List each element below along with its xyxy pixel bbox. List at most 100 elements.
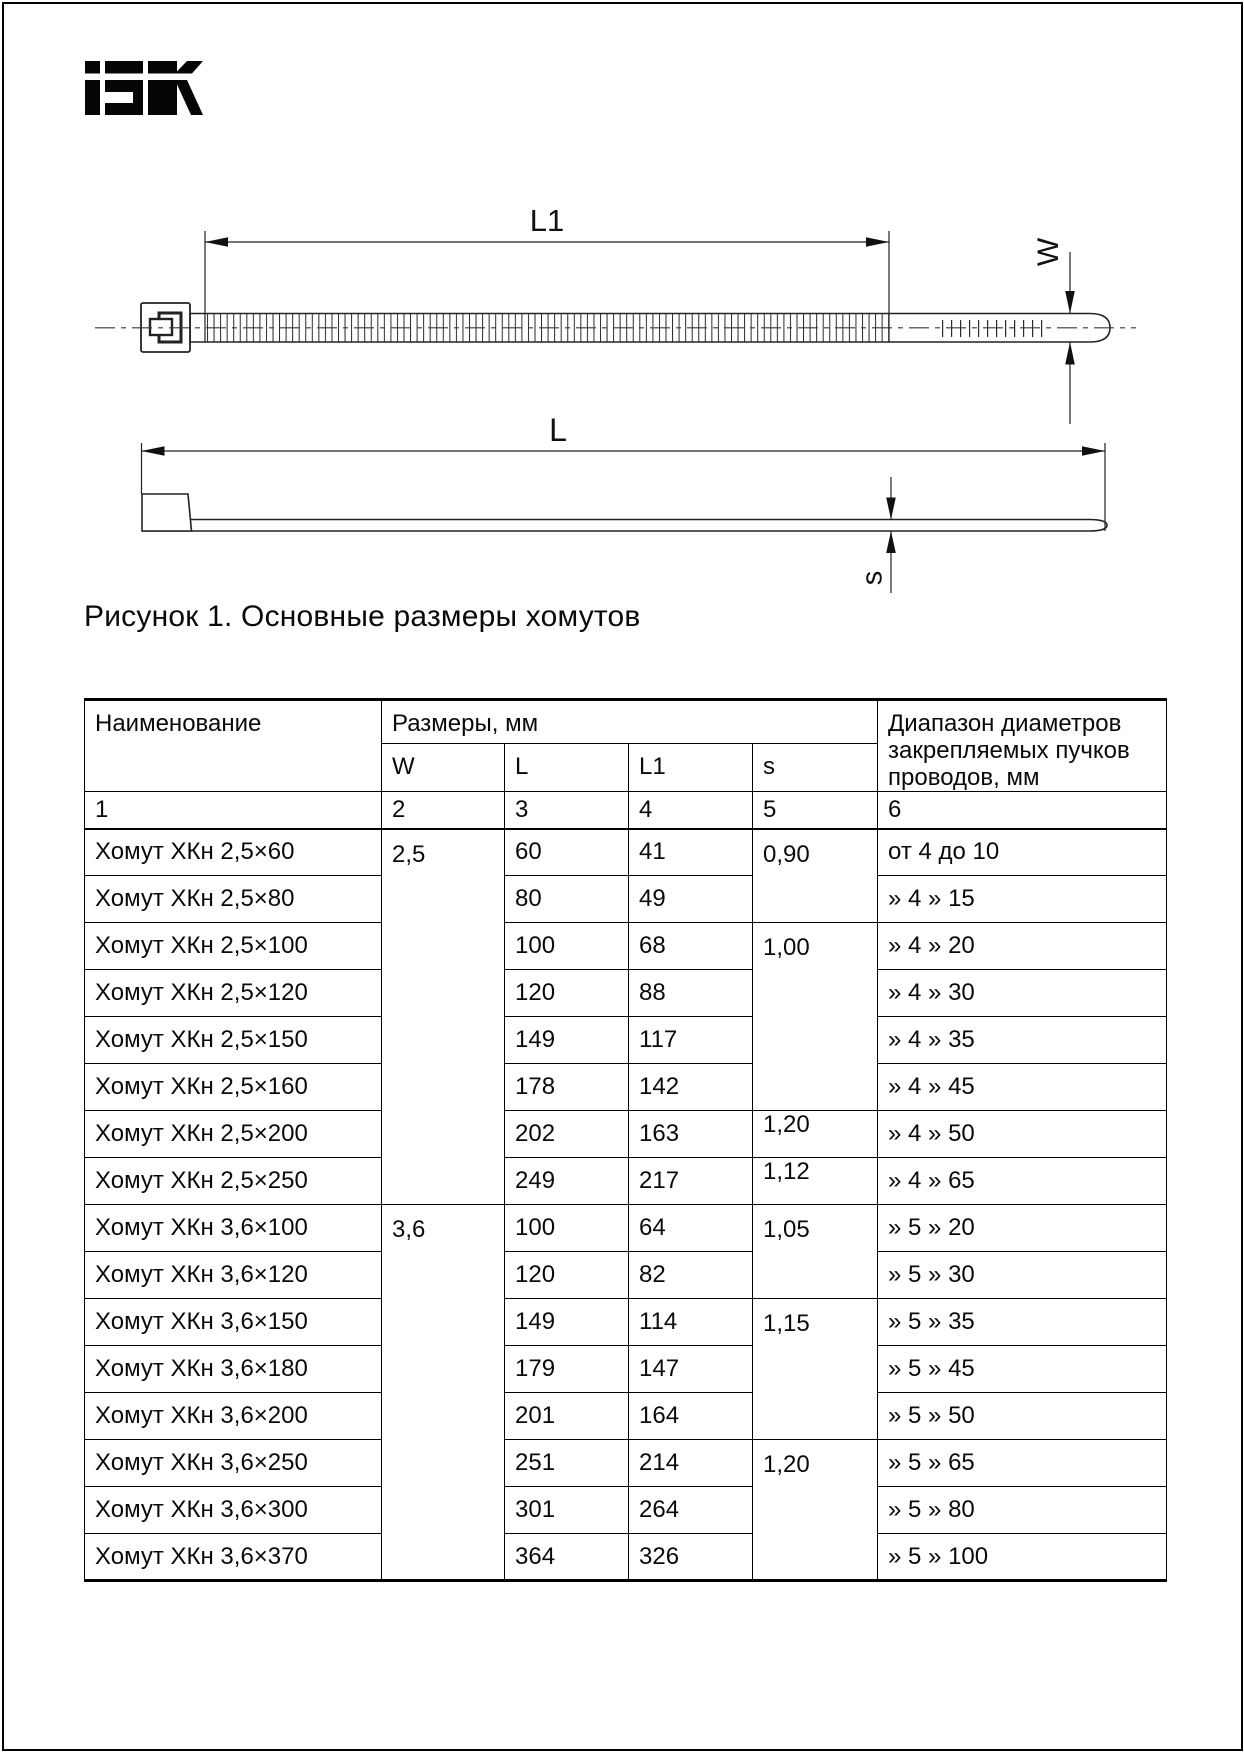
col-header-w: W xyxy=(381,742,505,793)
table-row: Хомут ХКн 3,6×150 149 114 1,15» 5 » 35 xyxy=(84,1298,1168,1440)
col-number: 5 xyxy=(751,791,879,830)
cell-range: » 5 » 30 xyxy=(877,1251,1168,1299)
col-header-range: Диапазон диаметров закрепляемых пучков п… xyxy=(877,699,1168,792)
cell-l: 120 xyxy=(504,1251,629,1299)
dimension-l1 xyxy=(204,231,890,342)
dimension-l xyxy=(140,443,1106,531)
cell-name: Хомут ХКн 3,6×120 xyxy=(84,1251,382,1299)
arrowhead xyxy=(1082,446,1105,456)
cell-range: » 5 » 35 xyxy=(877,1298,1168,1346)
cell-l: 149 xyxy=(504,1016,629,1064)
header-row-groups: Наименование Размеры, мм Диапазон диамет… xyxy=(84,699,1168,792)
cell-l1: 117 xyxy=(628,1016,753,1064)
dimension-label-l1: L1 xyxy=(530,203,564,238)
cell-l: 251 xyxy=(504,1439,629,1487)
dimension-label-w: W xyxy=(1032,237,1065,266)
iek-logo xyxy=(85,61,203,115)
cell-range: » 4 » 20 xyxy=(877,922,1168,970)
cell-name: Хомут ХКн 2,5×150 xyxy=(84,1016,382,1064)
cell-l: 249 xyxy=(504,1157,629,1205)
cell-name: Хомут ХКн 3,6×300 xyxy=(84,1486,382,1534)
cell-range: » 4 » 50 xyxy=(877,1110,1168,1158)
cell-s: 1,00 xyxy=(751,922,879,1111)
cell-l1: 88 xyxy=(628,969,753,1017)
cell-l1: 147 xyxy=(628,1345,753,1393)
cell-range: » 4 » 45 xyxy=(877,1063,1168,1111)
column-numbering-row: 1 2 3 4 5 6 xyxy=(84,791,1168,830)
table-row: Хомут ХКн 2,5×80 80 49 » 4 » 15 xyxy=(84,875,1168,923)
cell-l1: 163 xyxy=(628,1110,753,1158)
cell-l: 60 xyxy=(504,828,629,876)
arrowhead xyxy=(866,237,889,247)
cell-range: » 4 » 65 xyxy=(877,1157,1168,1205)
cell-name: Хомут ХКн 2,5×160 xyxy=(84,1063,382,1111)
cell-l1: 214 xyxy=(628,1439,753,1487)
cell-l1: 114 xyxy=(628,1298,753,1346)
cell-l1: 82 xyxy=(628,1251,753,1299)
col-header-l: L xyxy=(504,742,629,793)
cell-l1: 49 xyxy=(628,875,753,923)
cell-name: Хомут ХКн 3,6×150 xyxy=(84,1298,382,1346)
cell-l: 149 xyxy=(504,1298,629,1346)
col-header-name: Наименование xyxy=(84,699,382,792)
cell-name: Хомут ХКн 3,6×180 xyxy=(84,1345,382,1393)
col-number: 3 xyxy=(504,791,629,830)
cell-s: 1,05 xyxy=(751,1204,879,1299)
table-row: Хомут ХКн 2,5×120 120 88 » 4 » 30 xyxy=(84,969,1168,1017)
arrowhead xyxy=(141,446,165,456)
cell-l1: 142 xyxy=(628,1063,753,1111)
strap-side xyxy=(142,518,1108,532)
dimension-w xyxy=(1065,252,1075,424)
cell-l: 80 xyxy=(504,875,629,923)
cell-l1: 326 xyxy=(628,1533,753,1581)
spec-table-head: Наименование Размеры, мм Диапазон диамет… xyxy=(84,699,1168,830)
cable-tie-side-view xyxy=(141,493,1108,532)
cell-l: 120 xyxy=(504,969,629,1017)
tip-serration xyxy=(942,320,1044,337)
cell-name: Хомут ХКн 2,5×250 xyxy=(84,1157,382,1205)
spec-table-body: Хомут ХКн 2,5×60 2,5 60 41 0,90 от 4 до 10 Хом… xyxy=(84,828,1168,1581)
cell-range: » 4 » 15 xyxy=(877,875,1168,923)
table-row: Хомут ХКн 2,5×60 2,5 60 41 0,90 от 4 до 10 xyxy=(84,828,1168,1205)
cell-l: 178 xyxy=(504,1063,629,1111)
cell-range: » 5 » 65 xyxy=(877,1439,1168,1487)
head-slot xyxy=(148,317,174,337)
cell-name: Хомут ХКн 3,6×370 xyxy=(84,1533,382,1581)
cell-w: 3,6 xyxy=(381,1204,505,1581)
arrowhead xyxy=(205,237,228,247)
header-row-size-cols: W L L1 s xyxy=(85,742,1167,793)
cell-l1: 217 xyxy=(628,1157,753,1205)
arrowhead xyxy=(1065,342,1075,365)
cell-name: Хомут ХКн 2,5×100 xyxy=(84,922,382,970)
arrowhead xyxy=(1065,291,1075,314)
cell-l1: 68 xyxy=(628,922,753,970)
cell-range: » 5 » 80 xyxy=(877,1486,1168,1534)
cell-l: 100 xyxy=(504,1204,629,1252)
table-row: Хомут ХКн 2,5×150 149 117 » 4 » 35 xyxy=(84,1016,1168,1064)
arrowhead xyxy=(886,531,896,553)
cell-s: 1,20 xyxy=(751,1110,879,1158)
col-header-s: s xyxy=(751,742,879,793)
cell-w: 2,5 xyxy=(381,828,505,1205)
cell-name: Хомут ХКн 3,6×250 xyxy=(84,1439,382,1487)
table-row: Хомут ХКн 3,6×370 364 326 » 5 » 100 xyxy=(84,1533,1168,1581)
cell-range: » 4 » 30 xyxy=(877,969,1168,1017)
cell-range: » 5 » 50 xyxy=(877,1392,1168,1440)
col-number: 4 xyxy=(628,791,753,830)
head-side xyxy=(141,493,193,532)
figure-caption: Рисунок 1. Основные размеры хомутов xyxy=(84,600,641,633)
cell-l1: 164 xyxy=(628,1392,753,1440)
cell-l: 100 xyxy=(504,922,629,970)
table-row: Хомут ХКн 3,6×100 3,6 100 64 1,05» 5 » 20 xyxy=(84,1204,1168,1581)
cell-l: 201 xyxy=(504,1392,629,1440)
dimension-label-s: s xyxy=(857,571,889,586)
cell-s: 0,90 xyxy=(751,828,879,923)
cell-l: 301 xyxy=(504,1486,629,1534)
spec-table: Наименование Размеры, мм Диапазон диамет… xyxy=(84,698,1168,1582)
cell-s: 1,12 xyxy=(751,1157,879,1205)
col-header-l1: L1 xyxy=(628,742,753,793)
col-header-sizes-group: Размеры, мм xyxy=(380,699,879,744)
cell-l: 179 xyxy=(504,1345,629,1393)
table-row: Хомут ХКн 2,5×250 249 217 1,12» 4 » 65 xyxy=(84,1157,1168,1205)
